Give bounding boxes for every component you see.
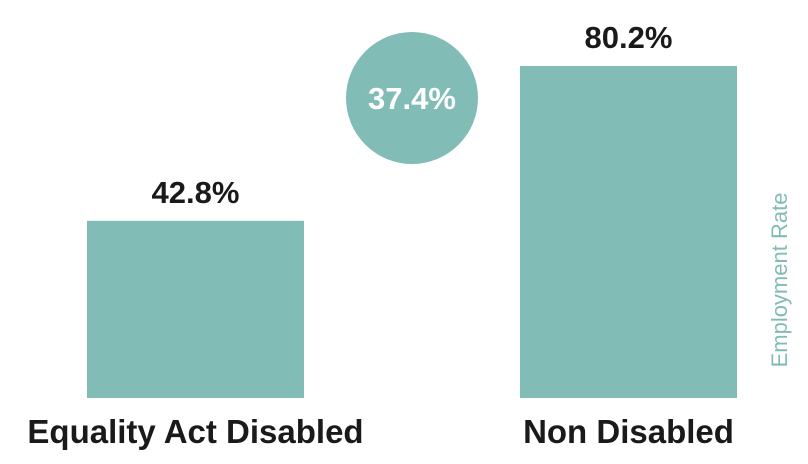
bar-non-disabled — [520, 65, 737, 399]
bar-equality-act-disabled — [87, 220, 304, 398]
value-label-equality-act-disabled: 42.8% — [152, 175, 240, 210]
category-label-equality-act-disabled: Equality Act Disabled — [27, 413, 363, 450]
category-label-non-disabled: Non Disabled — [523, 413, 734, 450]
value-label-non-disabled: 80.2% — [585, 20, 673, 55]
y-axis-label: Employment Rate — [767, 193, 792, 368]
value-labels-group: 42.8% 80.2% — [152, 20, 673, 210]
category-labels-group: Equality Act Disabled Non Disabled — [27, 413, 734, 450]
gap-circle — [346, 32, 478, 164]
gap-value-label: 37.4% — [368, 81, 456, 116]
bars-group — [87, 65, 737, 399]
